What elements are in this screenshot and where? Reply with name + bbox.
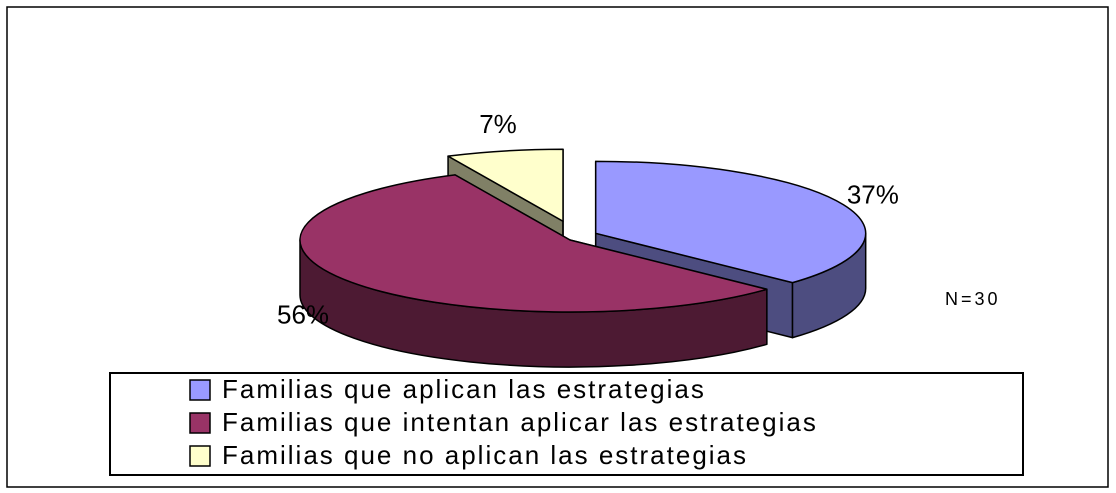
pie-slice xyxy=(594,160,867,284)
data-label: 56% xyxy=(277,300,329,330)
annotation: N=30 xyxy=(945,289,1001,309)
legend-swatch xyxy=(189,412,211,434)
data-label: 37% xyxy=(847,179,899,209)
data-label: 7% xyxy=(479,109,517,139)
pie-slice xyxy=(447,148,564,223)
legend-swatch xyxy=(189,445,211,467)
legend-label: Familias que no aplican las estrategias xyxy=(222,440,748,470)
pie-slice xyxy=(299,174,768,313)
legend-swatch xyxy=(189,379,211,401)
legend: Familias que aplican las estrategiasFami… xyxy=(189,374,818,470)
pie xyxy=(299,148,867,368)
legend-box xyxy=(109,372,1024,476)
legend-label: Familias que intentan aplicar las estrat… xyxy=(222,407,818,437)
legend-label: Familias que aplican las estrategias xyxy=(222,374,706,404)
